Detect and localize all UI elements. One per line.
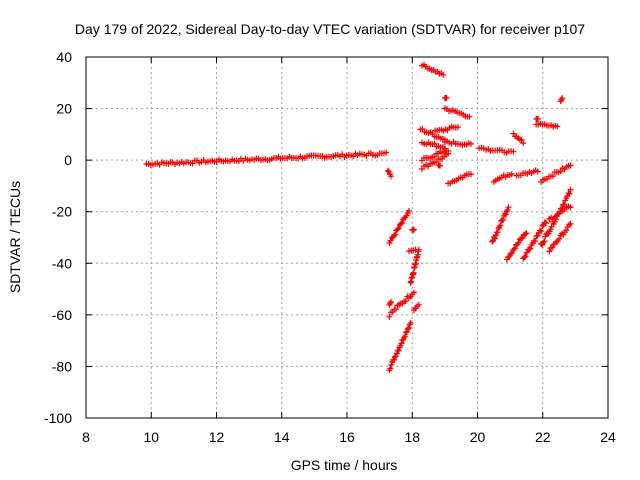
x-tick-labels: 8 10 12 14 16 18 20 22 24 <box>82 429 616 445</box>
data-point-track <box>386 289 417 320</box>
x-tick-label: 20 <box>470 429 486 445</box>
data-point-track <box>406 246 419 254</box>
x-tick-label: 8 <box>82 429 90 445</box>
data-point-track <box>513 167 541 179</box>
data-point-track <box>410 301 422 314</box>
data-point-track <box>386 319 414 374</box>
data-point-track <box>441 138 474 148</box>
data-point-track <box>538 162 574 185</box>
data-point-track <box>386 299 394 308</box>
y-tick-label: -100 <box>44 410 72 426</box>
data-point-track <box>435 162 443 169</box>
data-point-track <box>546 220 574 255</box>
data-point-track <box>546 203 574 222</box>
y-tick-label: 20 <box>56 101 72 117</box>
data-point-track <box>489 204 512 245</box>
data-point-track <box>419 61 447 78</box>
data-point-track <box>557 95 566 105</box>
y-axis-label: SDTVAR / TECUs <box>7 181 23 293</box>
data-point-track <box>143 149 390 168</box>
data-point-track <box>441 105 473 120</box>
x-tick-label: 18 <box>404 429 420 445</box>
y-tick-labels: -100 -80 -60 -40 -20 0 20 40 <box>44 49 72 426</box>
x-tick-label: 10 <box>143 429 159 445</box>
data-point-track <box>487 146 517 156</box>
x-tick-label: 16 <box>339 429 355 445</box>
data-point-track <box>503 230 530 263</box>
x-tick-label: 12 <box>209 429 225 445</box>
data-point-track <box>533 120 561 130</box>
data-point-track <box>386 207 412 246</box>
data-point-track <box>533 115 541 122</box>
data-point-track <box>520 219 549 262</box>
x-tick-label: 24 <box>600 429 616 445</box>
grid <box>86 57 608 418</box>
x-tick-label: 22 <box>535 429 551 445</box>
data-point-track <box>419 139 448 152</box>
data-points <box>143 61 574 374</box>
data-point-track <box>510 130 527 147</box>
axis-ticks <box>85 56 609 419</box>
data-point-track <box>407 246 422 286</box>
data-point-track <box>490 171 515 185</box>
data-point-track <box>409 226 417 234</box>
y-tick-label: 40 <box>56 49 72 65</box>
x-axis-label: GPS time / hours <box>291 457 398 473</box>
data-point-track <box>419 147 452 164</box>
data-point-track <box>384 167 394 180</box>
y-tick-label: -80 <box>52 358 72 374</box>
y-tick-label: -60 <box>52 307 72 323</box>
data-point-track <box>419 150 452 172</box>
data-point-track <box>432 123 461 134</box>
y-tick-label: 0 <box>64 152 72 168</box>
chart-title: Day 179 of 2022, Sidereal Day-to-day VTE… <box>75 21 585 37</box>
y-tick-label: -20 <box>52 204 72 220</box>
data-point-track <box>417 126 448 143</box>
x-tick-label: 14 <box>274 429 290 445</box>
y-tick-label: -40 <box>52 255 72 271</box>
data-point-track <box>445 171 474 187</box>
data-point-track <box>441 94 450 102</box>
